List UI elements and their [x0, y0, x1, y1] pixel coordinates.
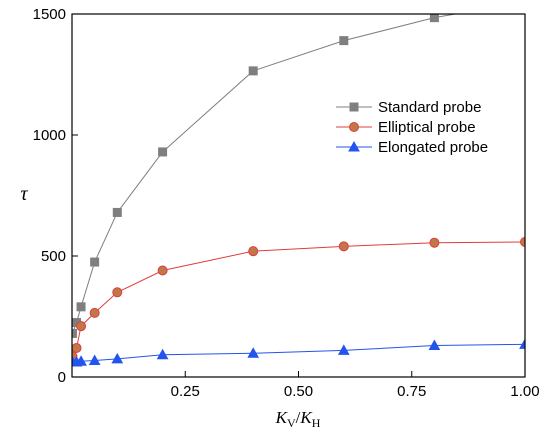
series-line — [72, 241, 525, 357]
series-elongated-probe — [72, 338, 525, 367]
data-point — [338, 241, 349, 252]
x-title-sub2: H — [312, 416, 321, 430]
data-point — [247, 347, 260, 358]
data-point — [76, 321, 87, 332]
data-point — [429, 237, 440, 248]
series-line — [72, 343, 525, 363]
data-point — [89, 307, 100, 318]
data-point — [337, 344, 350, 355]
x-tick-label: 0.50 — [284, 383, 313, 400]
legend-marker — [348, 140, 360, 152]
data-point — [520, 236, 525, 247]
x-tick-label: 0.75 — [397, 383, 426, 400]
y-axis-title: τ — [20, 183, 28, 205]
legend-item: Elliptical probe — [336, 119, 476, 136]
legend-label: Elongated probe — [378, 139, 488, 156]
plot-frame — [71, 13, 526, 378]
data-point — [429, 14, 439, 23]
legend-item: Standard probe — [336, 99, 481, 116]
legend-item: Elongated probe — [336, 139, 488, 156]
x-title-main2: K — [299, 408, 313, 427]
y-tick-label: 1000 — [33, 127, 66, 144]
legend-marker — [349, 122, 359, 132]
y-tick-label: 0 — [58, 369, 66, 386]
x-title-main: K — [275, 408, 289, 427]
legend-marker — [349, 102, 359, 112]
x-tick-label: 0.25 — [171, 383, 200, 400]
data-point — [75, 355, 87, 366]
series-line — [72, 14, 459, 334]
data-point — [428, 339, 441, 351]
data-point — [88, 354, 101, 366]
x-tick-label: 1.00 — [510, 383, 539, 400]
series-standard-probe — [72, 0, 529, 338]
data-point — [248, 66, 258, 76]
x-axis-title: KV/KH — [275, 408, 321, 430]
data-point — [90, 257, 100, 267]
data-point — [521, 0, 529, 6]
series-elliptical-probe — [72, 236, 525, 362]
data-point — [156, 348, 169, 360]
data-point — [339, 36, 349, 46]
legend-label: Standard probe — [378, 99, 481, 116]
data-point — [111, 352, 124, 364]
data-point — [248, 246, 259, 257]
data-point — [112, 207, 122, 217]
data-point — [158, 147, 168, 157]
data-point — [519, 338, 525, 349]
x-title-sub1: V — [287, 416, 296, 430]
legend: Standard probe Elliptical probe Elongated … — [336, 99, 488, 156]
y-tick-label: 1500 — [33, 6, 66, 23]
data-point — [76, 302, 86, 312]
data-point — [112, 287, 123, 298]
legend-label: Elliptical probe — [378, 119, 476, 136]
data-point — [72, 342, 82, 353]
y-tick-label: 500 — [41, 248, 66, 265]
data-point — [157, 265, 168, 276]
x-title-sep: / — [296, 408, 301, 427]
